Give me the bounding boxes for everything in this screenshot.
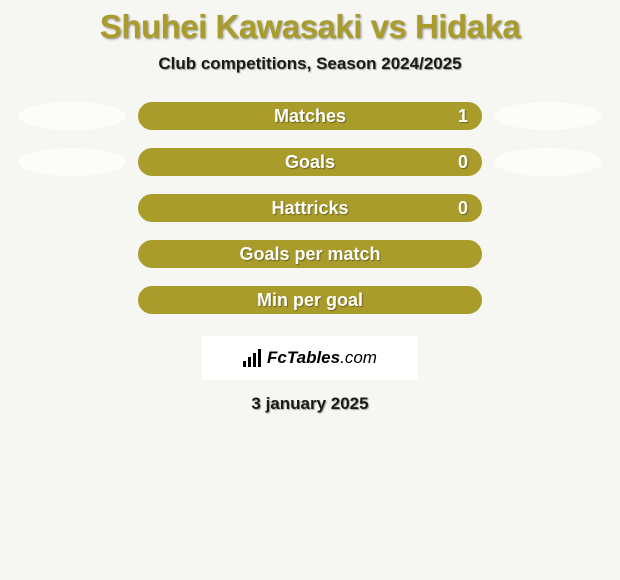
bar-wrap: Hattricks 0	[138, 194, 482, 222]
stat-bar: Goals per match	[138, 240, 482, 268]
stat-value: 0	[458, 152, 468, 173]
stat-value: 1	[458, 106, 468, 127]
stat-row: Hattricks 0	[6, 194, 614, 222]
stat-bar: Hattricks 0	[138, 194, 482, 222]
stat-row: Matches 1	[6, 102, 614, 130]
bar-growth-icon	[243, 349, 261, 367]
left-ellipse-icon	[18, 102, 126, 130]
right-ellipse-icon	[494, 102, 602, 130]
stat-row: Goals 0	[6, 148, 614, 176]
comparison-rows: Matches 1 Goals 0 Hattricks 0 Goals per match M…	[0, 102, 620, 314]
stat-label: Hattricks	[271, 198, 348, 219]
left-side-slot	[6, 148, 138, 176]
stat-label: Matches	[274, 106, 346, 127]
logo-text: FcTables.com	[267, 348, 377, 368]
date-line: 3 january 2025	[0, 394, 620, 414]
bar-wrap: Min per goal	[138, 286, 482, 314]
stat-value: 0	[458, 198, 468, 219]
logo-box: FcTables.com	[202, 336, 418, 380]
stat-bar: Matches 1	[138, 102, 482, 130]
stat-label: Goals	[285, 152, 335, 173]
left-side-slot	[6, 102, 138, 130]
left-ellipse-icon	[18, 148, 126, 176]
right-side-slot	[482, 102, 614, 130]
stat-row: Min per goal	[6, 286, 614, 314]
bar-wrap: Goals 0	[138, 148, 482, 176]
bar-wrap: Goals per match	[138, 240, 482, 268]
stat-label: Goals per match	[239, 244, 380, 265]
stat-label: Min per goal	[257, 290, 363, 311]
logo-text-light: .com	[340, 348, 377, 367]
subtitle: Club competitions, Season 2024/2025	[0, 54, 620, 74]
stat-row: Goals per match	[6, 240, 614, 268]
bar-wrap: Matches 1	[138, 102, 482, 130]
stat-bar: Goals 0	[138, 148, 482, 176]
stat-bar: Min per goal	[138, 286, 482, 314]
right-ellipse-icon	[494, 148, 602, 176]
logo-text-bold: FcTables	[267, 348, 340, 367]
page-title: Shuhei Kawasaki vs Hidaka	[0, 0, 620, 46]
right-side-slot	[482, 148, 614, 176]
